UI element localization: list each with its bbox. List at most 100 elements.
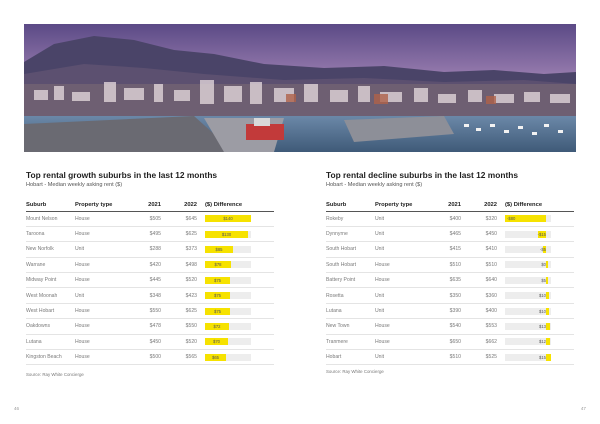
rent-2022-cell: $550 (167, 318, 203, 335)
property-type-cell: House (75, 349, 130, 366)
property-type-cell: Unit (375, 303, 430, 320)
rent-2021-cell: $540 (430, 318, 467, 335)
suburb-cell: West Hobart (26, 303, 75, 320)
suburb-cell: New Town (326, 318, 375, 335)
suburb-cell: West Moonah (26, 287, 75, 304)
suburb-cell: Tranmere (326, 334, 375, 351)
page-number-right: 47 (580, 406, 586, 411)
property-type-cell: House (375, 318, 430, 335)
decline-table-body: Rokeby Unit $400 $320 -$80 Dynnyrne Unit $465 $4… (326, 211, 574, 366)
property-type-cell: Unit (75, 241, 130, 258)
table-row: Rosetta Unit $350 $360 $10 (326, 287, 574, 304)
difference-bar-label: $70 (213, 339, 220, 345)
property-type-cell: House (375, 272, 430, 289)
property-type-cell: House (375, 334, 430, 351)
column-header-2022: 2022 (167, 199, 203, 212)
suburb-cell: South Hobart (326, 241, 375, 258)
difference-cell: $65 (203, 349, 274, 366)
rent-2022-cell: $520 (167, 334, 203, 351)
difference-bar (205, 215, 251, 223)
difference-bar-label: $78 (214, 262, 222, 268)
rent-2022-cell: $625 (167, 226, 203, 243)
difference-bar-track: $5 (505, 276, 551, 284)
difference-bar-track: $140 (205, 215, 251, 223)
rent-2022-cell: $520 (167, 272, 203, 289)
property-type-cell: House (75, 334, 130, 351)
suburb-cell: Battery Point (326, 272, 375, 289)
difference-bar-track: $75 (205, 292, 251, 300)
table-row: Tranmere House $650 $662 $12 (326, 334, 574, 351)
rent-2021-cell: $400 (430, 211, 467, 227)
suburb-cell: Rokeby (326, 211, 375, 227)
column-header-property-type: Property type (375, 199, 430, 212)
property-type-cell: House (75, 272, 130, 289)
table-row: New Norfolk Unit $288 $373 $85 (26, 241, 274, 258)
rent-2022-cell: $400 (467, 303, 503, 320)
rent-2021-cell: $650 (430, 334, 467, 351)
rent-2021-cell: $635 (430, 272, 467, 289)
difference-bar (205, 353, 226, 361)
growth-table-body: Mount Nelson House $505 $645 $140 Taroona Hous… (26, 211, 274, 366)
property-type-cell: Unit (375, 226, 430, 243)
rent-2022-cell: $410 (467, 241, 503, 258)
growth-suburbs-table: Suburb Property type 2021 2022 ($) Diffe… (26, 199, 274, 366)
table-row: Oakdowns House $478 $550 $72 (26, 318, 274, 335)
page-number-left: 46 (14, 406, 20, 411)
rent-2021-cell: $505 (130, 211, 167, 227)
property-type-cell: Unit (375, 241, 430, 258)
decline-table-title: Top rental decline suburbs in the last 1… (326, 170, 519, 180)
difference-cell: $130 (203, 226, 274, 243)
rent-2022-cell: $553 (467, 318, 503, 335)
rent-2021-cell: $495 (130, 226, 167, 243)
rent-2022-cell: $423 (167, 287, 203, 304)
table-row: South Hobart Unit $415 $410 -$5 (326, 241, 574, 258)
growth-table-title: Top rental growth suburbs in the last 12… (26, 170, 218, 180)
suburb-cell: Hobart (326, 349, 375, 366)
suburb-cell: Warrane (26, 257, 75, 274)
rent-2022-cell: $645 (167, 211, 203, 227)
difference-bar (538, 230, 546, 238)
table-row: Dynnyrne Unit $465 $450 -$15 (326, 226, 574, 243)
difference-bar (546, 276, 548, 284)
rent-2022-cell: $640 (467, 272, 503, 289)
suburb-cell: Dynnyrne (326, 226, 375, 243)
difference-bar-label: $130 (221, 231, 232, 237)
suburb-cell: Rosetta (326, 287, 375, 304)
growth-suburbs-panel: Top rental growth suburbs in the last 12… (26, 170, 274, 366)
table-row: West Hobart House $550 $625 $75 (26, 303, 274, 320)
difference-bar-label: $72 (213, 323, 221, 329)
difference-cell: $75 (203, 272, 274, 289)
suburb-cell: Lutana (326, 303, 375, 320)
difference-bar-track: $65 (205, 353, 251, 361)
difference-bar-label: $5 (541, 277, 546, 283)
rent-2021-cell: $390 (430, 303, 467, 320)
difference-bar-track: $10 (505, 307, 551, 315)
column-header-property-type: Property type (75, 199, 130, 212)
suburb-cell: New Norfolk (26, 241, 75, 258)
difference-bar (205, 307, 230, 315)
column-header-2021: 2021 (130, 199, 167, 212)
hobart-harbour-photo (24, 24, 576, 152)
difference-bar (205, 322, 229, 330)
property-type-cell: Unit (375, 211, 430, 227)
difference-cell: $72 (203, 318, 274, 335)
suburb-cell: Midway Point (26, 272, 75, 289)
difference-bar-track: $72 (205, 322, 251, 330)
harbour-photo-illustration (24, 24, 576, 152)
suburb-cell: Oakdowns (26, 318, 75, 335)
difference-bar-track: $70 (205, 338, 251, 346)
difference-bar-label: $65 (212, 354, 219, 360)
difference-bar-track: $75 (205, 307, 251, 315)
difference-bar-label: $13 (539, 323, 546, 329)
difference-cell: $70 (203, 334, 274, 351)
table-row: West Moonah Unit $348 $423 $75 (26, 287, 274, 304)
rent-2021-cell: $510 (430, 349, 467, 366)
table-row: Midway Point House $445 $520 $75 (26, 272, 274, 289)
difference-cell: $12 (503, 334, 574, 351)
table-row: South Hobart House $510 $510 $0 (326, 257, 574, 274)
table-row: Hobart Unit $510 $525 $15 (326, 349, 574, 366)
difference-bar-track: $85 (205, 245, 251, 253)
difference-bar (546, 353, 551, 361)
rent-2021-cell: $450 (130, 334, 167, 351)
table-row: Rokeby Unit $400 $320 -$80 (326, 211, 574, 227)
